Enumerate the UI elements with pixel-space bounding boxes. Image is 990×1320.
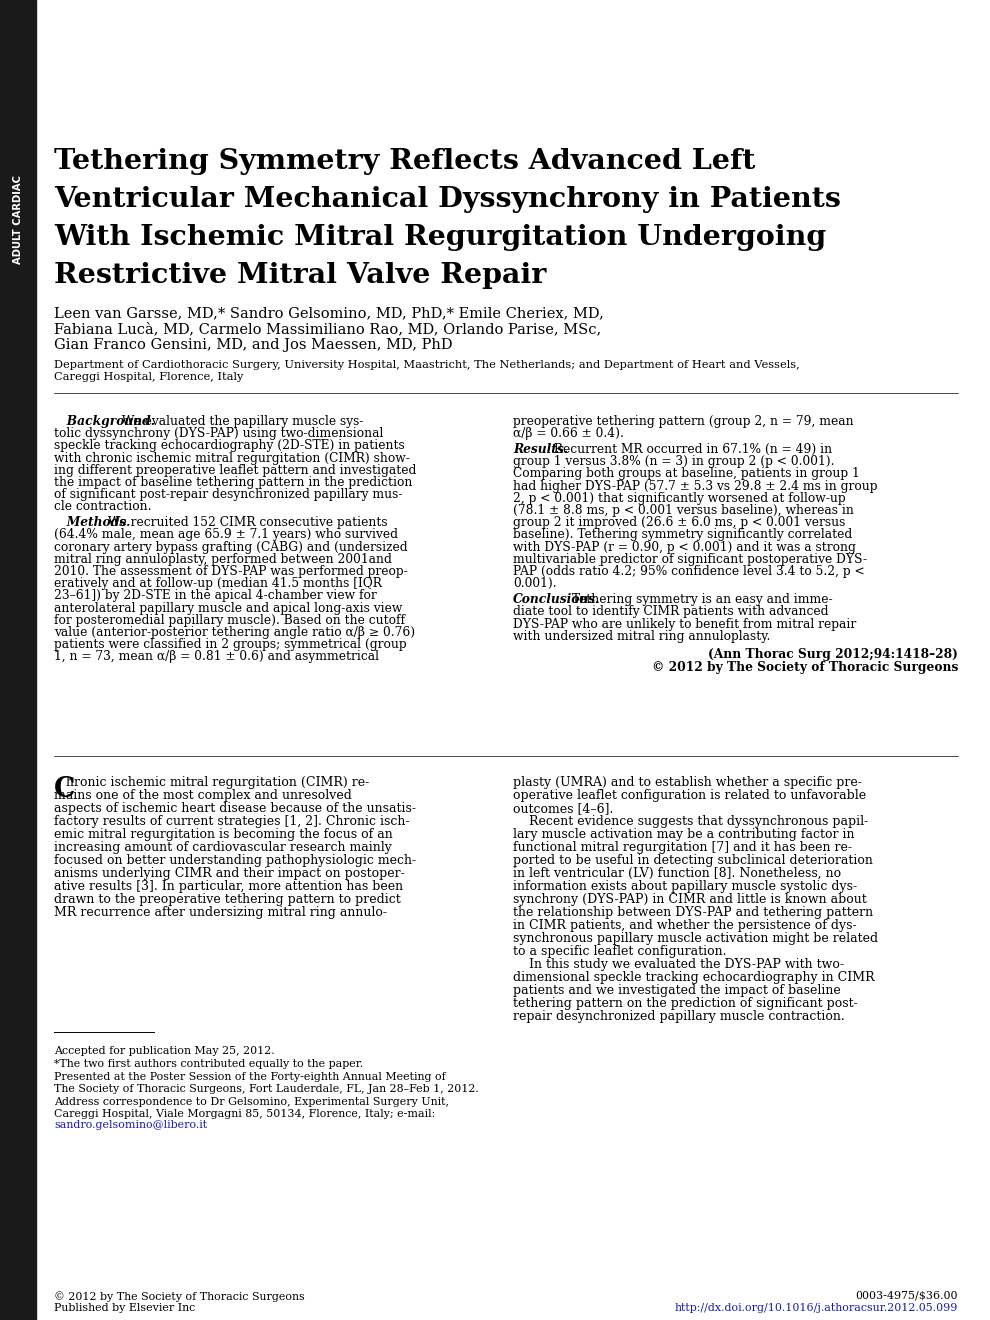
Text: with DYS-PAP (r = 0.90, p < 0.001) and it was a strong: with DYS-PAP (r = 0.90, p < 0.001) and i… bbox=[513, 541, 856, 553]
Text: information exists about papillary muscle systolic dys-: information exists about papillary muscl… bbox=[513, 880, 857, 894]
Text: tolic dyssynchrony (DYS-PAP) using two-dimensional: tolic dyssynchrony (DYS-PAP) using two-d… bbox=[54, 428, 383, 440]
Text: anterolateral papillary muscle and apical long-axis view: anterolateral papillary muscle and apica… bbox=[54, 602, 402, 615]
Text: Accepted for publication May 25, 2012.: Accepted for publication May 25, 2012. bbox=[54, 1045, 274, 1056]
Text: eratively and at follow-up (median 41.5 months [IQR: eratively and at follow-up (median 41.5 … bbox=[54, 577, 382, 590]
Text: coronary artery bypass grafting (CABG) and (undersized: coronary artery bypass grafting (CABG) a… bbox=[54, 541, 408, 553]
Text: Presented at the Poster Session of the Forty-eighth Annual Meeting of: Presented at the Poster Session of the F… bbox=[54, 1072, 446, 1082]
Text: group 2 it improved (26.6 ± 6.0 ms, p < 0.001 versus: group 2 it improved (26.6 ± 6.0 ms, p < … bbox=[513, 516, 845, 529]
Text: 2010. The assessment of DYS-PAP was performed preop-: 2010. The assessment of DYS-PAP was perf… bbox=[54, 565, 408, 578]
Text: Background.: Background. bbox=[54, 414, 155, 428]
Text: in CIMR patients, and whether the persistence of dys-: in CIMR patients, and whether the persis… bbox=[513, 919, 856, 932]
Text: lary muscle activation may be a contributing factor in: lary muscle activation may be a contribu… bbox=[513, 828, 854, 841]
Text: sandro.gelsomino@libero.it: sandro.gelsomino@libero.it bbox=[54, 1121, 207, 1130]
Text: increasing amount of cardiovascular research mainly: increasing amount of cardiovascular rese… bbox=[54, 841, 392, 854]
Text: Methods.: Methods. bbox=[54, 516, 131, 529]
Text: With Ischemic Mitral Regurgitation Undergoing: With Ischemic Mitral Regurgitation Under… bbox=[54, 224, 827, 251]
Text: drawn to the preoperative tethering pattern to predict: drawn to the preoperative tethering patt… bbox=[54, 894, 401, 906]
Text: aspects of ischemic heart disease because of the unsatis-: aspects of ischemic heart disease becaus… bbox=[54, 803, 416, 814]
Text: Conclusions.: Conclusions. bbox=[513, 593, 600, 606]
Text: repair desynchronized papillary muscle contraction.: repair desynchronized papillary muscle c… bbox=[513, 1010, 844, 1023]
Text: Leen van Garsse, MD,* Sandro Gelsomino, MD, PhD,* Emile Cheriex, MD,: Leen van Garsse, MD,* Sandro Gelsomino, … bbox=[54, 306, 604, 319]
Text: PAP (odds ratio 4.2; 95% confidence level 3.4 to 5.2, p <: PAP (odds ratio 4.2; 95% confidence leve… bbox=[513, 565, 864, 578]
Text: The Society of Thoracic Surgeons, Fort Lauderdale, FL, Jan 28–Feb 1, 2012.: The Society of Thoracic Surgeons, Fort L… bbox=[54, 1084, 479, 1094]
Text: mains one of the most complex and unresolved: mains one of the most complex and unreso… bbox=[54, 789, 351, 803]
Text: Address correspondence to Dr Gelsomino, Experimental Surgery Unit,: Address correspondence to Dr Gelsomino, … bbox=[54, 1097, 449, 1106]
Text: (78.1 ± 8.8 ms, p < 0.001 versus baseline), whereas in: (78.1 ± 8.8 ms, p < 0.001 versus baselin… bbox=[513, 504, 853, 517]
Text: We evaluated the papillary muscle sys-: We evaluated the papillary muscle sys- bbox=[118, 414, 363, 428]
Text: *The two first authors contributed equally to the paper.: *The two first authors contributed equal… bbox=[54, 1059, 363, 1069]
Text: outcomes [4–6].: outcomes [4–6]. bbox=[513, 803, 614, 814]
Text: Tethering symmetry is an easy and imme-: Tethering symmetry is an easy and imme- bbox=[568, 593, 833, 606]
Text: Tethering Symmetry Reflects Advanced Left: Tethering Symmetry Reflects Advanced Lef… bbox=[54, 148, 755, 176]
Text: Published by Elsevier Inc: Published by Elsevier Inc bbox=[54, 1303, 195, 1313]
Text: functional mitral regurgitation [7] and it has been re-: functional mitral regurgitation [7] and … bbox=[513, 841, 852, 854]
Text: (Ann Thorac Surg 2012;94:1418–28): (Ann Thorac Surg 2012;94:1418–28) bbox=[708, 648, 958, 661]
Text: MR recurrence after undersizing mitral ring annulo-: MR recurrence after undersizing mitral r… bbox=[54, 906, 387, 919]
Text: Ventricular Mechanical Dyssynchrony in Patients: Ventricular Mechanical Dyssynchrony in P… bbox=[54, 186, 841, 213]
Text: Restrictive Mitral Valve Repair: Restrictive Mitral Valve Repair bbox=[54, 261, 546, 289]
Text: speckle tracking echocardiography (2D-STE) in patients: speckle tracking echocardiography (2D-ST… bbox=[54, 440, 405, 453]
Text: diate tool to identify CIMR patients with advanced: diate tool to identify CIMR patients wit… bbox=[513, 606, 829, 618]
Text: ported to be useful in detecting subclinical deterioration: ported to be useful in detecting subclin… bbox=[513, 854, 873, 867]
Text: with undersized mitral ring annuloplasty.: with undersized mitral ring annuloplasty… bbox=[513, 630, 770, 643]
Text: patients were classified in 2 groups; symmetrical (group: patients were classified in 2 groups; sy… bbox=[54, 639, 407, 651]
Bar bbox=[0, 0, 36, 1320]
Text: 23–61]) by 2D-STE in the apical 4-chamber view for: 23–61]) by 2D-STE in the apical 4-chambe… bbox=[54, 590, 377, 602]
Text: plasty (UMRA) and to establish whether a specific pre-: plasty (UMRA) and to establish whether a… bbox=[513, 776, 862, 789]
Text: had higher DYS-PAP (57.7 ± 5.3 vs 29.8 ± 2.4 ms in group: had higher DYS-PAP (57.7 ± 5.3 vs 29.8 ±… bbox=[513, 479, 877, 492]
Text: 0.001).: 0.001). bbox=[513, 577, 556, 590]
Text: 2, p < 0.001) that significantly worsened at follow-up: 2, p < 0.001) that significantly worsene… bbox=[513, 492, 845, 504]
Text: to a specific leaflet configuration.: to a specific leaflet configuration. bbox=[513, 945, 727, 958]
Text: emic mitral regurgitation is becoming the focus of an: emic mitral regurgitation is becoming th… bbox=[54, 828, 393, 841]
Text: We recruited 152 CIMR consecutive patients: We recruited 152 CIMR consecutive patien… bbox=[104, 516, 388, 529]
Text: in left ventricular (LV) function [8]. Nonetheless, no: in left ventricular (LV) function [8]. N… bbox=[513, 867, 842, 880]
Text: operative leaflet configuration is related to unfavorable: operative leaflet configuration is relat… bbox=[513, 789, 866, 803]
Text: Gian Franco Gensini, MD, and Jos Maessen, MD, PhD: Gian Franco Gensini, MD, and Jos Maessen… bbox=[54, 338, 452, 352]
Text: α/β = 0.66 ± 0.4).: α/β = 0.66 ± 0.4). bbox=[513, 428, 624, 440]
Text: focused on better understanding pathophysiologic mech-: focused on better understanding pathophy… bbox=[54, 854, 416, 867]
Text: ative results [3]. In particular, more attention has been: ative results [3]. In particular, more a… bbox=[54, 880, 403, 894]
Text: Comparing both groups at baseline, patients in group 1: Comparing both groups at baseline, patie… bbox=[513, 467, 859, 480]
Text: Recurrent MR occurred in 67.1% (n = 49) in: Recurrent MR occurred in 67.1% (n = 49) … bbox=[549, 444, 832, 455]
Text: http://dx.doi.org/10.1016/j.athoracsur.2012.05.099: http://dx.doi.org/10.1016/j.athoracsur.2… bbox=[674, 1303, 958, 1313]
Text: the relationship between DYS-PAP and tethering pattern: the relationship between DYS-PAP and tet… bbox=[513, 906, 873, 919]
Text: C: C bbox=[54, 776, 75, 803]
Text: 1, n = 73, mean α/β = 0.81 ± 0.6) and asymmetrical: 1, n = 73, mean α/β = 0.81 ± 0.6) and as… bbox=[54, 651, 379, 664]
Text: cle contraction.: cle contraction. bbox=[54, 500, 151, 513]
Text: DYS-PAP who are unlikely to benefit from mitral repair: DYS-PAP who are unlikely to benefit from… bbox=[513, 618, 856, 631]
Text: with chronic ischemic mitral regurgitation (CIMR) show-: with chronic ischemic mitral regurgitati… bbox=[54, 451, 410, 465]
Text: (64.4% male, mean age 65.9 ± 7.1 years) who survived: (64.4% male, mean age 65.9 ± 7.1 years) … bbox=[54, 528, 398, 541]
Text: Fabiana Lucà, MD, Carmelo Massimiliano Rao, MD, Orlando Parise, MSc,: Fabiana Lucà, MD, Carmelo Massimiliano R… bbox=[54, 322, 601, 337]
Text: group 1 versus 3.8% (n = 3) in group 2 (p < 0.001).: group 1 versus 3.8% (n = 3) in group 2 (… bbox=[513, 455, 835, 469]
Text: Results.: Results. bbox=[513, 444, 568, 455]
Text: ADULT CARDIAC: ADULT CARDIAC bbox=[13, 176, 23, 264]
Text: dimensional speckle tracking echocardiography in CIMR: dimensional speckle tracking echocardiog… bbox=[513, 972, 874, 983]
Text: anisms underlying CIMR and their impact on postoper-: anisms underlying CIMR and their impact … bbox=[54, 867, 405, 880]
Text: In this study we evaluated the DYS-PAP with two-: In this study we evaluated the DYS-PAP w… bbox=[513, 958, 844, 972]
Text: patients and we investigated the impact of baseline: patients and we investigated the impact … bbox=[513, 983, 841, 997]
Text: Careggi Hospital, Florence, Italy: Careggi Hospital, Florence, Italy bbox=[54, 372, 244, 381]
Text: of significant post-repair desynchronized papillary mus-: of significant post-repair desynchronize… bbox=[54, 488, 403, 502]
Text: Department of Cardiothoracic Surgery, University Hospital, Maastricht, The Nethe: Department of Cardiothoracic Surgery, Un… bbox=[54, 360, 800, 370]
Text: 0003-4975/$36.00: 0003-4975/$36.00 bbox=[855, 1291, 958, 1302]
Text: preoperative tethering pattern (group 2, n = 79, mean: preoperative tethering pattern (group 2,… bbox=[513, 414, 853, 428]
Text: © 2012 by The Society of Thoracic Surgeons: © 2012 by The Society of Thoracic Surgeo… bbox=[651, 661, 958, 675]
Text: value (anterior-posterior tethering angle ratio α/β ≥ 0.76): value (anterior-posterior tethering angl… bbox=[54, 626, 415, 639]
Text: synchrony (DYS-PAP) in CIMR and little is known about: synchrony (DYS-PAP) in CIMR and little i… bbox=[513, 894, 867, 906]
Text: the impact of baseline tethering pattern in the prediction: the impact of baseline tethering pattern… bbox=[54, 477, 413, 488]
Text: Careggi Hospital, Viale Morgagni 85, 50134, Florence, Italy; e-mail:: Careggi Hospital, Viale Morgagni 85, 501… bbox=[54, 1109, 436, 1118]
Text: baseline). Tethering symmetry significantly correlated: baseline). Tethering symmetry significan… bbox=[513, 528, 852, 541]
Text: Recent evidence suggests that dyssynchronous papil-: Recent evidence suggests that dyssynchro… bbox=[513, 814, 868, 828]
Text: © 2012 by The Society of Thoracic Surgeons: © 2012 by The Society of Thoracic Surgeo… bbox=[54, 1291, 305, 1302]
Text: ing different preoperative leaflet pattern and investigated: ing different preoperative leaflet patte… bbox=[54, 463, 417, 477]
Text: factory results of current strategies [1, 2]. Chronic isch-: factory results of current strategies [1… bbox=[54, 814, 410, 828]
Text: hronic ischemic mitral regurgitation (CIMR) re-: hronic ischemic mitral regurgitation (CI… bbox=[66, 776, 369, 789]
Text: mitral ring annuloplasty, performed between 2001and: mitral ring annuloplasty, performed betw… bbox=[54, 553, 392, 566]
Text: synchronous papillary muscle activation might be related: synchronous papillary muscle activation … bbox=[513, 932, 878, 945]
Text: tethering pattern on the prediction of significant post-: tethering pattern on the prediction of s… bbox=[513, 997, 857, 1010]
Text: multivariable predictor of significant postoperative DYS-: multivariable predictor of significant p… bbox=[513, 553, 867, 566]
Text: for posteromedial papillary muscle). Based on the cutoff: for posteromedial papillary muscle). Bas… bbox=[54, 614, 405, 627]
